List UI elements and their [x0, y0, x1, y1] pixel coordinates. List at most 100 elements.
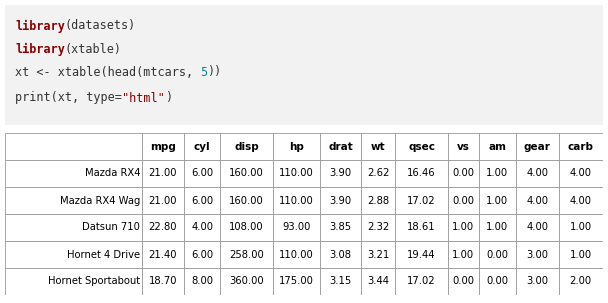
Text: 160.00: 160.00 [229, 168, 264, 178]
Bar [516, 160, 559, 187]
Text: 2.62: 2.62 [367, 168, 390, 178]
Bar [221, 268, 272, 295]
Text: 110.00: 110.00 [279, 195, 314, 205]
Text: 160.00: 160.00 [229, 195, 264, 205]
Text: qsec: qsec [408, 142, 435, 152]
Bar [361, 241, 395, 268]
Bar [221, 160, 272, 187]
Bar [479, 241, 516, 268]
Text: Mazda RX4: Mazda RX4 [85, 168, 140, 178]
Text: Mazda RX4 Wag: Mazda RX4 Wag [60, 195, 140, 205]
Text: wt: wt [371, 142, 385, 152]
Text: 4.00: 4.00 [526, 195, 548, 205]
Bar [5, 187, 142, 214]
Bar [5, 268, 142, 295]
Bar [361, 160, 395, 187]
Text: 21.00: 21.00 [149, 168, 178, 178]
Text: 110.00: 110.00 [279, 249, 314, 259]
Text: cyl: cyl [194, 142, 210, 152]
Text: 1.00: 1.00 [486, 195, 508, 205]
Bar [479, 214, 516, 241]
Text: 1.00: 1.00 [570, 249, 592, 259]
Bar [5, 214, 142, 241]
Bar [142, 160, 184, 187]
Bar [559, 160, 603, 187]
Text: carb: carb [568, 142, 594, 152]
Text: gear: gear [523, 142, 550, 152]
Bar [5, 160, 142, 187]
Text: library: library [15, 19, 65, 32]
Text: 19.44: 19.44 [407, 249, 436, 259]
Text: 110.00: 110.00 [279, 168, 314, 178]
Bar [142, 268, 184, 295]
Text: 18.70: 18.70 [149, 277, 178, 287]
Text: 18.61: 18.61 [407, 222, 436, 232]
Text: 3.21: 3.21 [367, 249, 390, 259]
Text: 3.00: 3.00 [526, 249, 548, 259]
Bar [5, 133, 142, 160]
Bar [142, 241, 184, 268]
Text: 108.00: 108.00 [229, 222, 264, 232]
Text: "html": "html" [122, 92, 165, 105]
Text: 3.85: 3.85 [330, 222, 351, 232]
Text: 2.32: 2.32 [367, 222, 390, 232]
Text: mpg: mpg [150, 142, 176, 152]
Bar [479, 133, 516, 160]
Bar [516, 241, 559, 268]
Text: 6.00: 6.00 [191, 168, 213, 178]
Text: 3.08: 3.08 [330, 249, 351, 259]
Text: print(xt, type=: print(xt, type= [15, 92, 122, 105]
Bar [447, 187, 479, 214]
Text: (xtable): (xtable) [65, 42, 122, 55]
Bar [142, 187, 184, 214]
Bar [320, 160, 361, 187]
Text: 21.40: 21.40 [149, 249, 178, 259]
Bar [5, 241, 142, 268]
Text: Hornet 4 Drive: Hornet 4 Drive [67, 249, 140, 259]
Text: 4.00: 4.00 [570, 195, 592, 205]
Bar [320, 133, 361, 160]
Text: 2.88: 2.88 [367, 195, 390, 205]
Text: 3.90: 3.90 [330, 195, 351, 205]
Text: xt <- xtable(head(mtcars,: xt <- xtable(head(mtcars, [15, 65, 200, 78]
Bar [559, 133, 603, 160]
Text: 1.00: 1.00 [452, 249, 474, 259]
Bar [272, 241, 320, 268]
Bar [184, 133, 221, 160]
Bar [184, 268, 221, 295]
Text: 22.80: 22.80 [149, 222, 178, 232]
Bar [272, 268, 320, 295]
Bar [184, 187, 221, 214]
Text: 6.00: 6.00 [191, 195, 213, 205]
Text: 4.00: 4.00 [526, 168, 548, 178]
Text: disp: disp [234, 142, 259, 152]
Bar [395, 187, 447, 214]
Text: 0.00: 0.00 [452, 195, 474, 205]
Bar [479, 187, 516, 214]
Bar [320, 268, 361, 295]
Bar [559, 241, 603, 268]
Bar [320, 214, 361, 241]
Text: 1.00: 1.00 [486, 168, 508, 178]
Text: 0.00: 0.00 [486, 249, 508, 259]
Bar [447, 133, 479, 160]
Bar [320, 187, 361, 214]
Bar [320, 241, 361, 268]
Text: am: am [488, 142, 506, 152]
Bar [221, 133, 272, 160]
Text: 3.44: 3.44 [367, 277, 389, 287]
Text: 5: 5 [200, 65, 207, 78]
Text: drat: drat [328, 142, 353, 152]
Bar [516, 133, 559, 160]
Bar [479, 160, 516, 187]
Bar [559, 268, 603, 295]
Bar [516, 187, 559, 214]
Text: 258.00: 258.00 [229, 249, 264, 259]
FancyBboxPatch shape [3, 3, 605, 127]
Bar [361, 268, 395, 295]
Bar [516, 214, 559, 241]
Bar [447, 214, 479, 241]
Text: 3.15: 3.15 [330, 277, 351, 287]
Bar [395, 160, 447, 187]
Bar [142, 133, 184, 160]
